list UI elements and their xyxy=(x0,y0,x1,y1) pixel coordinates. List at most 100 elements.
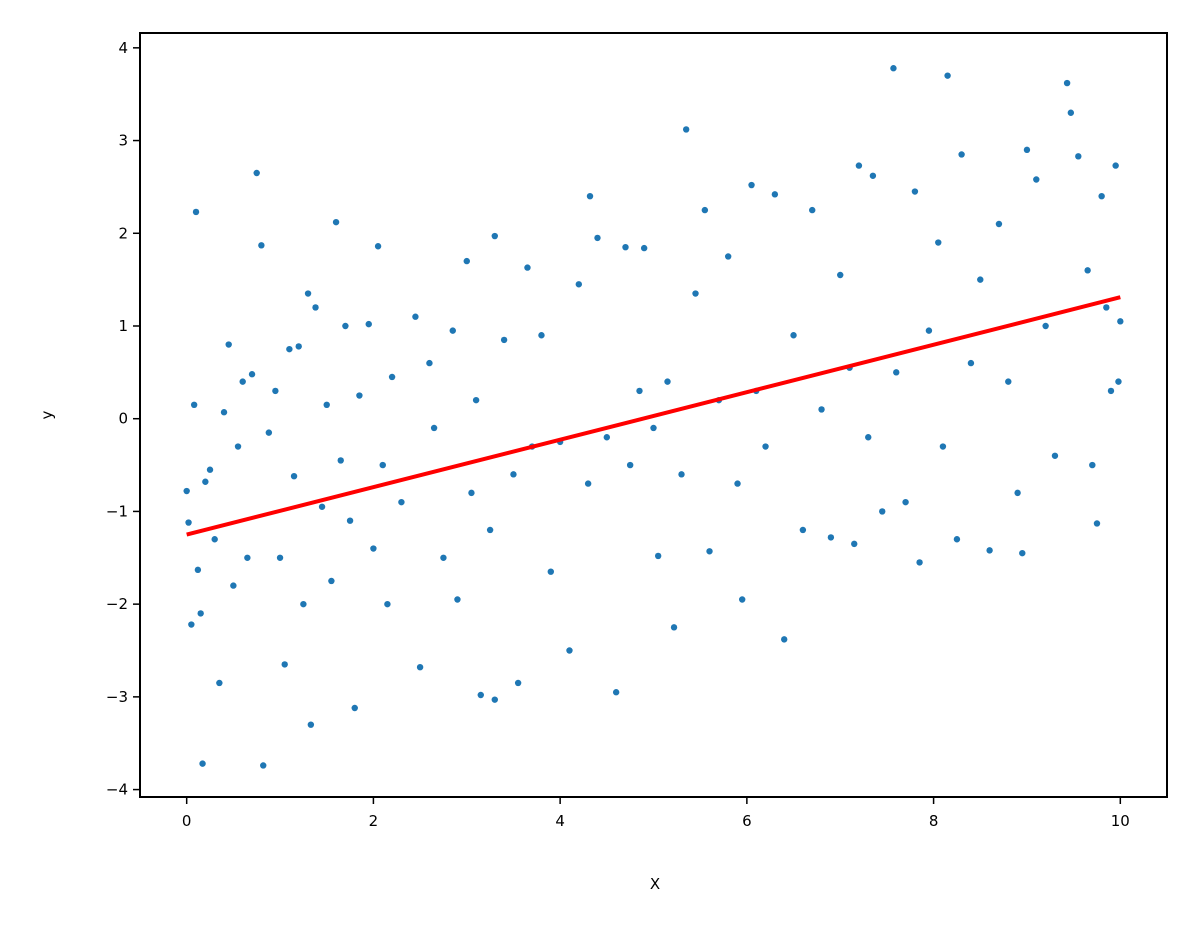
y-tick-label: −1 xyxy=(106,502,128,520)
point xyxy=(762,443,769,450)
point xyxy=(234,443,242,450)
point xyxy=(809,206,816,214)
point xyxy=(216,679,223,687)
point xyxy=(869,172,877,179)
point xyxy=(197,610,204,617)
point xyxy=(538,332,545,339)
point xyxy=(612,689,620,696)
point xyxy=(670,624,678,631)
point xyxy=(650,424,657,432)
point xyxy=(995,220,1003,228)
point xyxy=(430,424,438,432)
point xyxy=(1075,153,1082,160)
point xyxy=(902,498,909,506)
y-tick-label: −2 xyxy=(106,595,128,613)
point xyxy=(636,387,643,395)
point xyxy=(312,304,319,311)
point xyxy=(818,406,825,413)
point xyxy=(893,369,900,376)
point xyxy=(272,387,279,395)
point xyxy=(295,343,302,350)
point xyxy=(374,243,382,250)
point xyxy=(1115,378,1122,385)
point xyxy=(654,552,662,560)
point xyxy=(365,320,372,328)
point xyxy=(194,566,202,574)
point xyxy=(379,461,386,469)
x-tick-label: 10 xyxy=(1111,812,1130,830)
y-tick-label: 0 xyxy=(118,410,128,428)
point xyxy=(300,600,307,608)
point xyxy=(463,257,470,265)
fit-line xyxy=(186,295,1121,537)
point xyxy=(977,276,984,283)
point xyxy=(199,760,206,767)
point xyxy=(318,503,326,510)
point xyxy=(1112,162,1119,169)
point xyxy=(323,401,330,409)
point xyxy=(790,332,797,339)
point xyxy=(967,359,975,367)
point xyxy=(827,534,835,541)
point xyxy=(183,487,190,495)
point xyxy=(738,596,746,603)
point xyxy=(514,679,522,687)
point xyxy=(510,471,517,478)
point xyxy=(384,600,391,608)
point xyxy=(1093,520,1101,527)
point xyxy=(477,691,484,699)
point xyxy=(626,461,634,469)
point xyxy=(258,242,265,249)
point xyxy=(351,704,358,712)
point xyxy=(1063,79,1071,87)
point xyxy=(449,327,456,334)
point xyxy=(398,498,405,506)
point xyxy=(1033,176,1040,183)
point xyxy=(837,271,844,279)
point xyxy=(734,480,741,487)
point xyxy=(388,373,396,381)
point xyxy=(1019,549,1026,557)
point xyxy=(491,232,498,240)
point xyxy=(412,313,419,320)
y-tick-label: −4 xyxy=(106,781,128,799)
point xyxy=(586,192,594,200)
x-tick-label: 6 xyxy=(742,812,752,830)
point xyxy=(328,577,335,585)
point xyxy=(248,371,256,378)
point xyxy=(575,281,583,288)
point xyxy=(1067,109,1075,116)
point xyxy=(211,536,218,543)
point xyxy=(944,72,951,79)
point xyxy=(491,696,498,703)
point xyxy=(356,392,363,399)
x-tick-label: 4 xyxy=(555,812,565,830)
point xyxy=(440,554,447,561)
point xyxy=(682,126,690,133)
point xyxy=(244,554,251,561)
point xyxy=(724,253,732,260)
point xyxy=(692,290,699,297)
point xyxy=(1042,322,1049,330)
plot-frame xyxy=(139,32,1168,798)
point xyxy=(1089,461,1096,469)
point xyxy=(986,547,993,554)
point xyxy=(206,466,214,473)
point xyxy=(253,169,260,177)
point xyxy=(260,762,267,769)
x-tick-label: 2 xyxy=(369,812,379,830)
point xyxy=(265,429,273,436)
point xyxy=(622,243,629,251)
point xyxy=(603,434,611,441)
point xyxy=(916,559,923,566)
point xyxy=(304,290,312,297)
point xyxy=(706,548,713,555)
point xyxy=(185,519,192,526)
point xyxy=(890,65,897,72)
y-tick-label: 2 xyxy=(118,224,128,242)
y-tick-label: 4 xyxy=(118,39,128,57)
point xyxy=(1023,146,1031,154)
point xyxy=(547,568,554,575)
point xyxy=(584,480,592,487)
point xyxy=(290,472,298,480)
